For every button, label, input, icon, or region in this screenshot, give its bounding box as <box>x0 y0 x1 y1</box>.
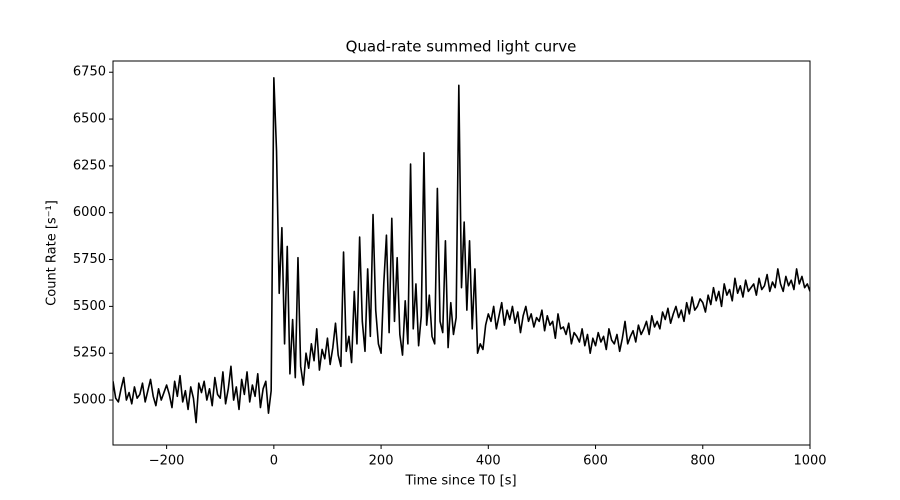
y-tick-label: 5750 <box>73 252 106 267</box>
y-tick-label: 5250 <box>73 346 106 361</box>
x-tick-label: 400 <box>476 454 501 469</box>
plot-frame <box>112 60 811 446</box>
chart-title: Quad-rate summed light curve <box>346 38 577 56</box>
data-line <box>113 77 810 424</box>
x-tick-label: 0 <box>270 454 278 469</box>
y-axis-label: Count Rate [s⁻¹] <box>45 200 60 306</box>
x-tick-label: 600 <box>583 454 608 469</box>
y-tick-label: 6000 <box>73 205 106 220</box>
x-tick-label: 1000 <box>793 454 826 469</box>
x-tick-label: 800 <box>690 454 715 469</box>
x-tick-label: 200 <box>369 454 394 469</box>
y-tick-label: 5500 <box>73 299 106 314</box>
x-tick-label: −200 <box>149 454 185 469</box>
y-tick-label: 6250 <box>73 158 106 173</box>
x-axis-label: Time since T0 [s] <box>404 474 516 489</box>
y-tick-label: 6750 <box>73 65 106 80</box>
y-tick-label: 5000 <box>73 393 106 408</box>
y-tick-label: 6500 <box>73 112 106 127</box>
